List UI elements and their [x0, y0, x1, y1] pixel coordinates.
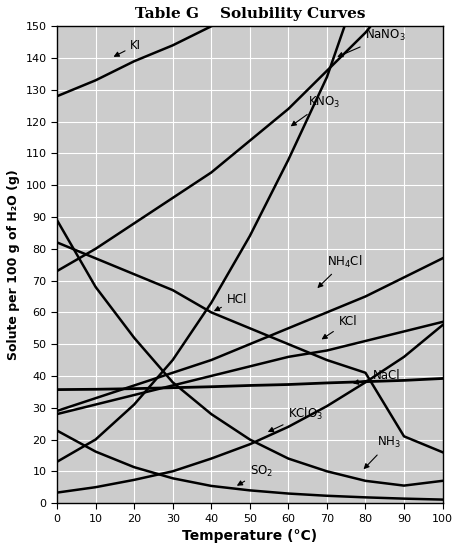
Text: HCl: HCl	[214, 293, 246, 311]
Text: NaCl: NaCl	[353, 370, 400, 384]
Text: SO$_2$: SO$_2$	[237, 464, 273, 485]
Text: KClO$_3$: KClO$_3$	[268, 406, 323, 432]
Text: NH$_3$: NH$_3$	[364, 435, 400, 469]
Title: Table G    Solubility Curves: Table G Solubility Curves	[134, 7, 364, 21]
X-axis label: Temperature (°C): Temperature (°C)	[182, 529, 317, 543]
Y-axis label: Solute per 100 g of H₂O (g): Solute per 100 g of H₂O (g)	[7, 169, 20, 360]
Text: NaNO$_3$: NaNO$_3$	[337, 28, 405, 57]
Text: KNO$_3$: KNO$_3$	[291, 95, 339, 125]
Text: NH$_4$Cl: NH$_4$Cl	[318, 254, 362, 287]
Text: KI: KI	[114, 39, 141, 56]
Text: KCl: KCl	[322, 315, 356, 339]
